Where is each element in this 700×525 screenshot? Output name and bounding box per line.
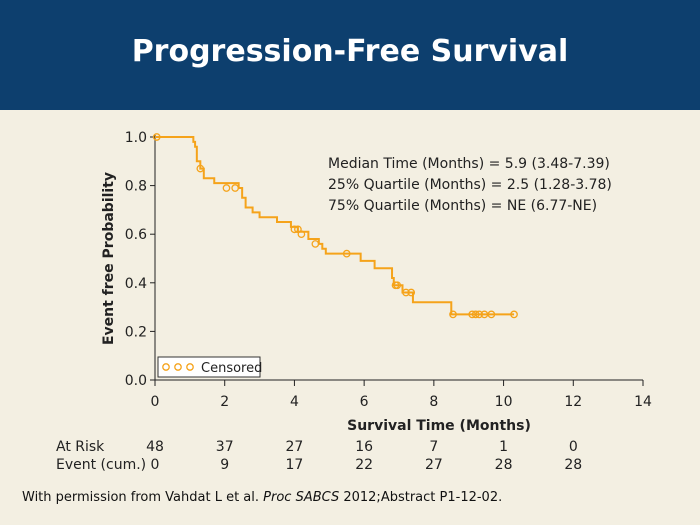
risk-row-label: At Risk <box>56 439 105 455</box>
censored-marker <box>152 133 161 141</box>
risk-value: 28 <box>495 457 513 473</box>
median-annotation-1: Median Time (Months) = 5.9 (3.48-7.39) <box>328 156 610 172</box>
legend-censored-marker <box>162 363 170 371</box>
censored-marker <box>311 240 320 248</box>
censored-marker <box>231 184 240 192</box>
y-tick-label: 1.0 <box>125 130 147 146</box>
censored-marker <box>449 310 457 319</box>
y-axis-label: Event free Probability <box>101 172 117 345</box>
censored-marker <box>294 225 302 234</box>
x-tick-label: 2 <box>220 394 229 410</box>
y-tick-label: 0.2 <box>125 324 147 340</box>
censored-marker <box>402 288 410 297</box>
risk-value: 0 <box>151 457 160 473</box>
x-tick-label: 0 <box>151 394 160 410</box>
legend-censored-marker <box>186 363 194 371</box>
risk-value: 1 <box>499 439 508 455</box>
risk-value: 48 <box>146 439 164 455</box>
y-tick-label: 0.4 <box>125 276 147 292</box>
censored-marker <box>222 184 231 192</box>
censored-marker <box>196 164 205 173</box>
slide-title: Progression-Free Survival <box>131 34 569 69</box>
y-tick-label: 0.0 <box>125 373 147 389</box>
risk-row-label: Event (cum.) <box>56 457 146 473</box>
risk-value: 27 <box>286 439 304 455</box>
y-tick-label: 0.8 <box>125 179 147 195</box>
citation-prefix: With permission from Vahdat L et al. <box>22 490 264 505</box>
censored-marker <box>297 230 306 239</box>
y-tick-label: 0.6 <box>125 227 147 243</box>
survival-curve <box>155 136 515 316</box>
censored-marker <box>393 281 402 290</box>
x-tick-label: 14 <box>634 394 652 410</box>
x-tick-label: 10 <box>495 394 513 410</box>
censored-marker <box>487 310 496 319</box>
x-tick-label: 12 <box>564 394 582 410</box>
title-banner: Progression-Free Survival <box>0 0 700 110</box>
x-tick-label: 6 <box>360 394 369 410</box>
censored-marker <box>471 310 480 319</box>
risk-value: 27 <box>425 457 443 473</box>
citation-footer: With permission from Vahdat L et al. Pro… <box>22 490 502 505</box>
legend-label: Censored <box>201 361 262 376</box>
censored-marker <box>475 310 484 319</box>
risk-value: 17 <box>286 457 304 473</box>
legend-box <box>157 356 261 378</box>
citation-journal: Proc SABCS <box>263 490 340 505</box>
legend-censored-marker <box>174 363 182 371</box>
risk-value: 22 <box>355 457 373 473</box>
x-axis-label: Survival Time (Months) <box>347 418 531 434</box>
x-tick-label: 4 <box>290 394 299 410</box>
risk-value: 0 <box>569 439 578 455</box>
x-tick-label: 8 <box>429 394 438 410</box>
citation-suffix: 2012;Abstract P1-12-02. <box>339 490 503 505</box>
risk-value: 37 <box>216 439 234 455</box>
censored-marker <box>510 310 518 319</box>
risk-value: 16 <box>355 439 373 455</box>
censored-marker <box>290 225 299 234</box>
risk-value: 9 <box>220 457 229 473</box>
censored-marker <box>407 288 416 297</box>
median-annotation-2: 25% Quartile (Months) = 2.5 (1.28-3.78) <box>328 177 612 193</box>
censored-marker <box>342 249 351 258</box>
risk-value: 28 <box>564 457 582 473</box>
median-annotation-3: 75% Quartile (Months) = NE (6.77-NE) <box>328 198 597 214</box>
risk-value: 7 <box>429 439 438 455</box>
